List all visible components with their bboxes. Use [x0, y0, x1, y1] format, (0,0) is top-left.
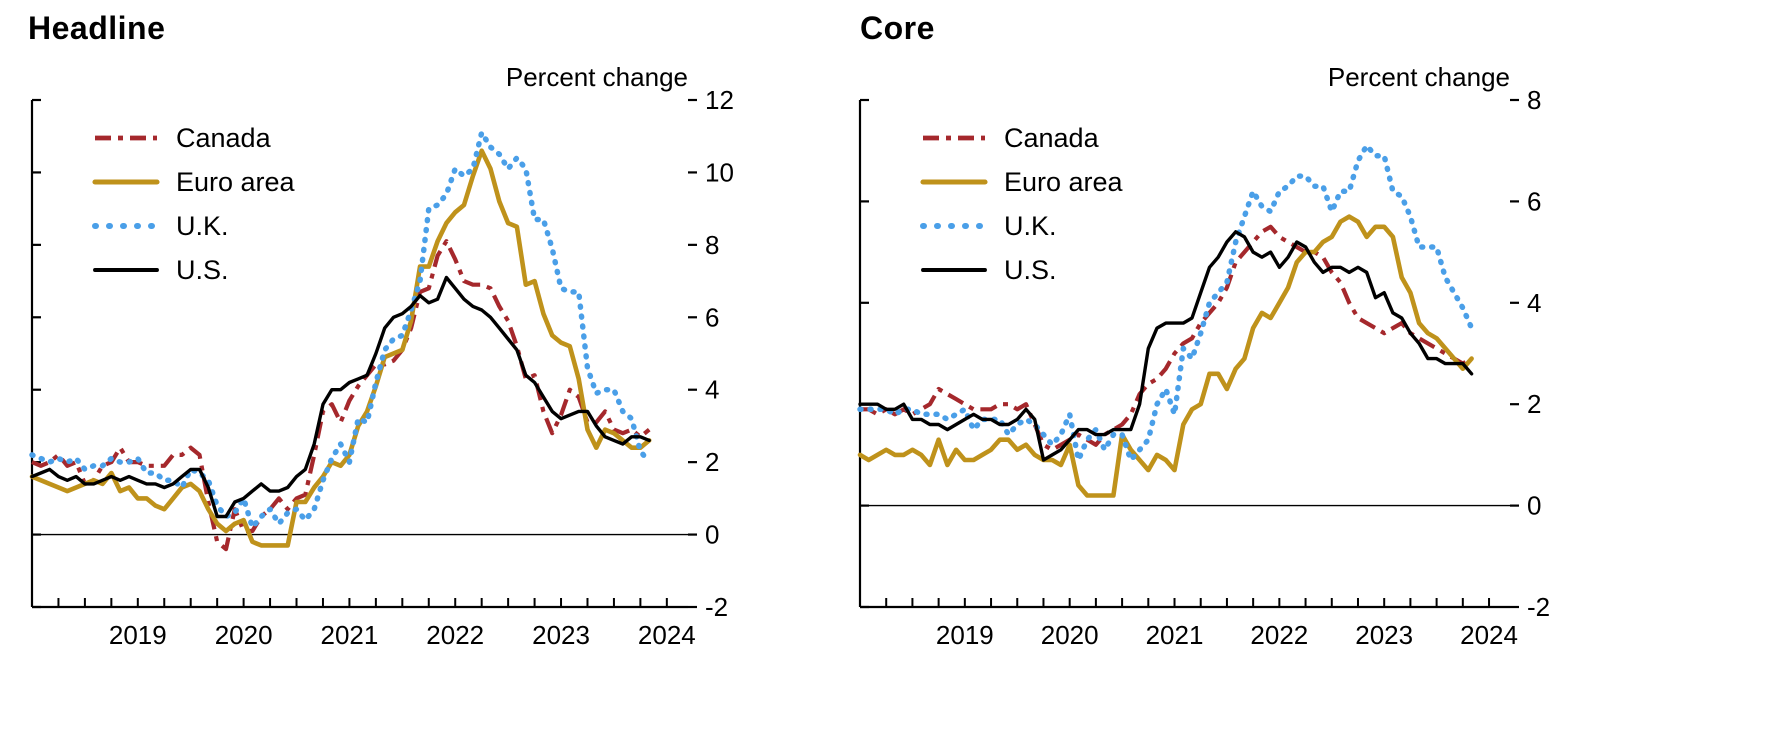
y-tick-label: -2: [705, 592, 728, 622]
y-tick-label: 0: [1527, 491, 1541, 521]
legend-line-sample-canada: [95, 135, 157, 141]
y-tick-label: 8: [705, 230, 719, 260]
x-year-label: 2022: [426, 620, 484, 650]
canada-line: [31, 239, 651, 552]
core-chart-panel: Core Percent change -2 0 2 4 6 8 2019 2020 2021 2…: [813, 0, 1765, 741]
x-year-label: 2019: [109, 620, 167, 650]
y-tick-label: 8: [1527, 85, 1541, 115]
x-year-label: 2021: [1146, 620, 1204, 650]
legend-label-u-k: U.K.: [176, 210, 229, 241]
chart-title-headline: Headline: [28, 10, 166, 46]
x-year-label: 2019: [936, 620, 994, 650]
x-year-label: 2022: [1250, 620, 1308, 650]
legend-label-canada: Canada: [1004, 122, 1099, 153]
euro-area-line: [857, 214, 1474, 498]
euro-area-line: [29, 148, 652, 548]
legend-line-sample-u-s: [93, 268, 159, 272]
x-year-label: 2020: [215, 620, 273, 650]
legend-item-euro-area: Euro area: [92, 160, 295, 204]
legend-item-canada: Canada: [92, 116, 295, 160]
u-k-line: [29, 129, 652, 531]
x-year-label: 2021: [320, 620, 378, 650]
legend-label-u-s: U.S.: [1004, 254, 1057, 285]
legend-item-euro-area: Euro area: [920, 160, 1123, 204]
legend-line-sample-canada: [923, 135, 985, 141]
u-s-line: [30, 275, 651, 519]
y-tick-label: -2: [1527, 592, 1550, 622]
headline-chart-panel: Headline Percent change -2 0 2 4 6 8 10 12 2019 2…: [0, 0, 800, 741]
legend-line-sample-u-k: [92, 223, 160, 229]
y-tick-label: 0: [705, 520, 719, 550]
y-tick-label: 10: [705, 157, 734, 187]
y-axis-unit-label-headline: Percent change: [505, 62, 688, 92]
legend-line-sample-u-s: [921, 268, 987, 272]
y-tick-label: 2: [1527, 389, 1541, 419]
legend-item-u-s: U.S.: [92, 248, 295, 292]
legend-item-u-s: U.S.: [920, 248, 1123, 292]
x-year-label: 2020: [1041, 620, 1099, 650]
u-k-line: [857, 142, 1475, 463]
x-year-label: 2024: [1460, 620, 1518, 650]
legend-item-u-k: U.K.: [920, 204, 1123, 248]
legend-label-u-k: U.K.: [1004, 210, 1057, 241]
y-axis-unit-label-core: Percent change: [1327, 62, 1510, 92]
legend-label-euro-area: Euro area: [1004, 166, 1123, 197]
chart-title-core: Core: [860, 10, 935, 46]
legend-line-sample-u-k: [920, 223, 988, 229]
legend-line-sample-euro-area: [92, 179, 160, 185]
legend-label-u-s: U.S.: [176, 254, 229, 285]
legend-headline: Canada Euro area U.K. U.S.: [92, 116, 295, 292]
y-tick-label: 6: [1527, 186, 1541, 216]
legend-label-euro-area: Euro area: [176, 166, 295, 197]
legend-item-canada: Canada: [920, 116, 1123, 160]
x-year-label: 2024: [638, 620, 696, 650]
u-s-line: [858, 230, 1474, 462]
legend-item-u-k: U.K.: [92, 204, 295, 248]
y-tick-label: 4: [705, 375, 719, 405]
legend-label-canada: Canada: [176, 122, 271, 153]
canada-line: [860, 224, 1473, 452]
y-tick-label: 12: [705, 85, 734, 115]
x-year-label: 2023: [532, 620, 590, 650]
y-tick-label: 2: [705, 447, 719, 477]
headline-plot: -2 0 2 4 6 8 10 12 2019 2020 2021 2022 2023 2024: [29, 85, 734, 650]
legend-line-sample-euro-area: [920, 179, 988, 185]
y-tick-label: 4: [1527, 288, 1541, 318]
y-tick-label: 6: [705, 302, 719, 332]
x-year-label: 2023: [1355, 620, 1413, 650]
legend-core: Canada Euro area U.K. U.S.: [920, 116, 1123, 292]
core-plot: -2 0 2 4 6 8 2019 2020 2021 2022 2023 2024: [857, 85, 1550, 650]
